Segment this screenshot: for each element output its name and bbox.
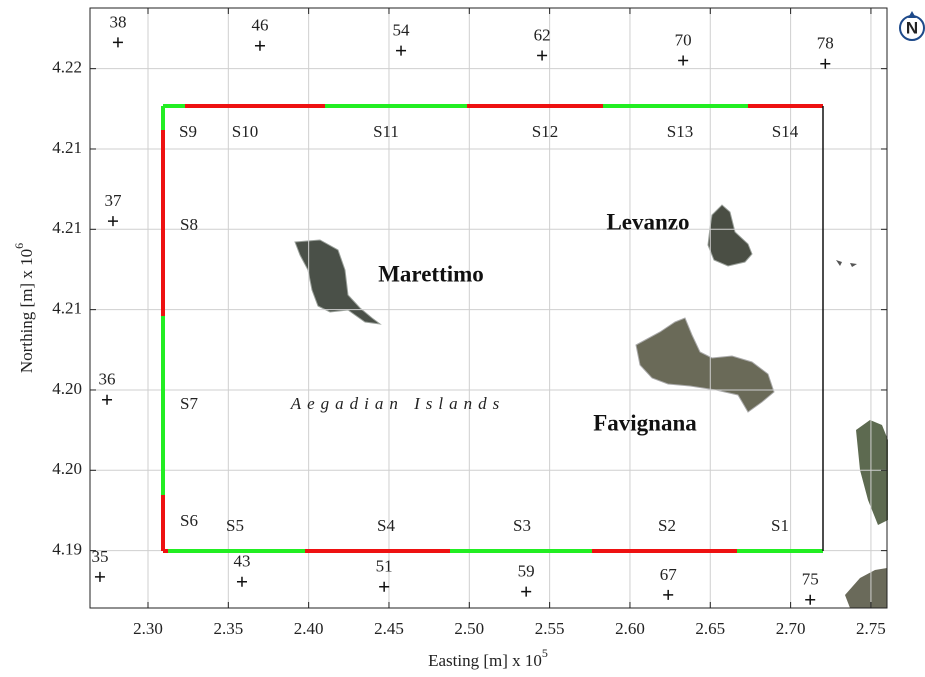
- island-label: Favignana: [593, 410, 697, 435]
- station-label: 43: [233, 552, 250, 571]
- y-axis-label-exponent: 6: [12, 243, 26, 249]
- svg-text:N: N: [906, 18, 918, 37]
- station-label: 67: [660, 565, 678, 584]
- segment-label: S13: [667, 122, 693, 141]
- station-label: 35: [91, 547, 108, 566]
- station-marker: [255, 41, 265, 51]
- station-label: 54: [393, 21, 411, 40]
- map-figure: Marettimo Levanzo Favignana Aegadian Isl…: [0, 0, 925, 677]
- segment-label: S10: [232, 122, 258, 141]
- x-axis-label: Easting [m] x 105: [428, 646, 548, 670]
- segment-label: S9: [179, 122, 197, 141]
- segment-label: S1: [771, 516, 789, 535]
- y-tick-label: 4.19: [52, 540, 82, 559]
- station-marker: [108, 216, 118, 226]
- segment-label: S7: [180, 394, 198, 413]
- segment-label: S14: [772, 122, 799, 141]
- x-tick-label: 2.65: [695, 619, 725, 638]
- grid: [90, 8, 887, 608]
- island-coast-southeast: [845, 568, 887, 608]
- station-marker: [379, 582, 389, 592]
- region-label: Aegadian Islands: [290, 394, 506, 413]
- station-marker: [396, 46, 406, 56]
- station-label: 59: [518, 562, 535, 581]
- station-label: 62: [534, 25, 551, 44]
- y-axis-label-text: Northing [m] x 10: [17, 249, 36, 373]
- station-label: 70: [675, 30, 692, 49]
- y-tick-label: 4.20: [52, 459, 82, 478]
- island-marettimo: [295, 240, 380, 324]
- axes-box: [90, 8, 887, 608]
- x-axis-label-exponent: 5: [542, 646, 548, 660]
- segment-label: S2: [658, 516, 676, 535]
- y-tick-label: 4.20: [52, 379, 82, 398]
- north-arrow: N: [900, 11, 924, 40]
- island-label: Levanzo: [606, 209, 689, 234]
- x-tick-label: 2.55: [535, 619, 565, 638]
- station-label: 75: [802, 570, 819, 589]
- segment-label: S3: [513, 516, 531, 535]
- station-marker: [95, 572, 105, 582]
- island-label: Marettimo: [378, 261, 484, 286]
- x-tick-label: 2.40: [294, 619, 324, 638]
- island-coast-east: [856, 420, 888, 525]
- segment-label: S4: [377, 516, 395, 535]
- x-tick-label: 2.50: [454, 619, 484, 638]
- border: [163, 106, 823, 551]
- y-tick-label: 4.21: [52, 218, 82, 237]
- y-tick-label: 4.22: [52, 58, 82, 77]
- station-label: 51: [376, 557, 393, 576]
- station-marker: [678, 55, 688, 65]
- x-axis-label-text: Easting [m] x 10: [428, 651, 542, 670]
- station-label: 78: [817, 34, 834, 53]
- station-marker: [237, 577, 247, 587]
- segment-label: S12: [532, 122, 558, 141]
- segment-label: S6: [180, 511, 198, 530]
- station-marker: [537, 51, 547, 61]
- segment-label: S5: [226, 516, 244, 535]
- station-marker: [663, 590, 673, 600]
- station-label: 37: [104, 191, 122, 210]
- x-tick-label: 2.35: [213, 619, 243, 638]
- y-tick-label: 4.21: [52, 299, 82, 318]
- x-tick-label: 2.70: [776, 619, 806, 638]
- rock: [836, 260, 857, 267]
- station-marker: [102, 395, 112, 405]
- station-marker: [521, 587, 531, 597]
- station-label: 36: [99, 370, 116, 389]
- station-marker: [820, 59, 830, 69]
- x-tick-label: 2.60: [615, 619, 645, 638]
- x-tick-label: 2.30: [133, 619, 163, 638]
- island-levanzo: [708, 205, 752, 266]
- segment-label: S11: [373, 122, 399, 141]
- island-favignana: [636, 318, 774, 412]
- segment-label: S8: [180, 215, 198, 234]
- y-tick-label: 4.21: [52, 138, 82, 157]
- x-tick-label: 2.45: [374, 619, 404, 638]
- station-label: 46: [251, 16, 268, 35]
- y-axis-label: Northing [m] x 106: [12, 243, 36, 373]
- station-marker: [113, 37, 123, 47]
- station-label: 38: [109, 12, 126, 31]
- x-tick-label: 2.75: [856, 619, 886, 638]
- station-marker: [805, 595, 815, 605]
